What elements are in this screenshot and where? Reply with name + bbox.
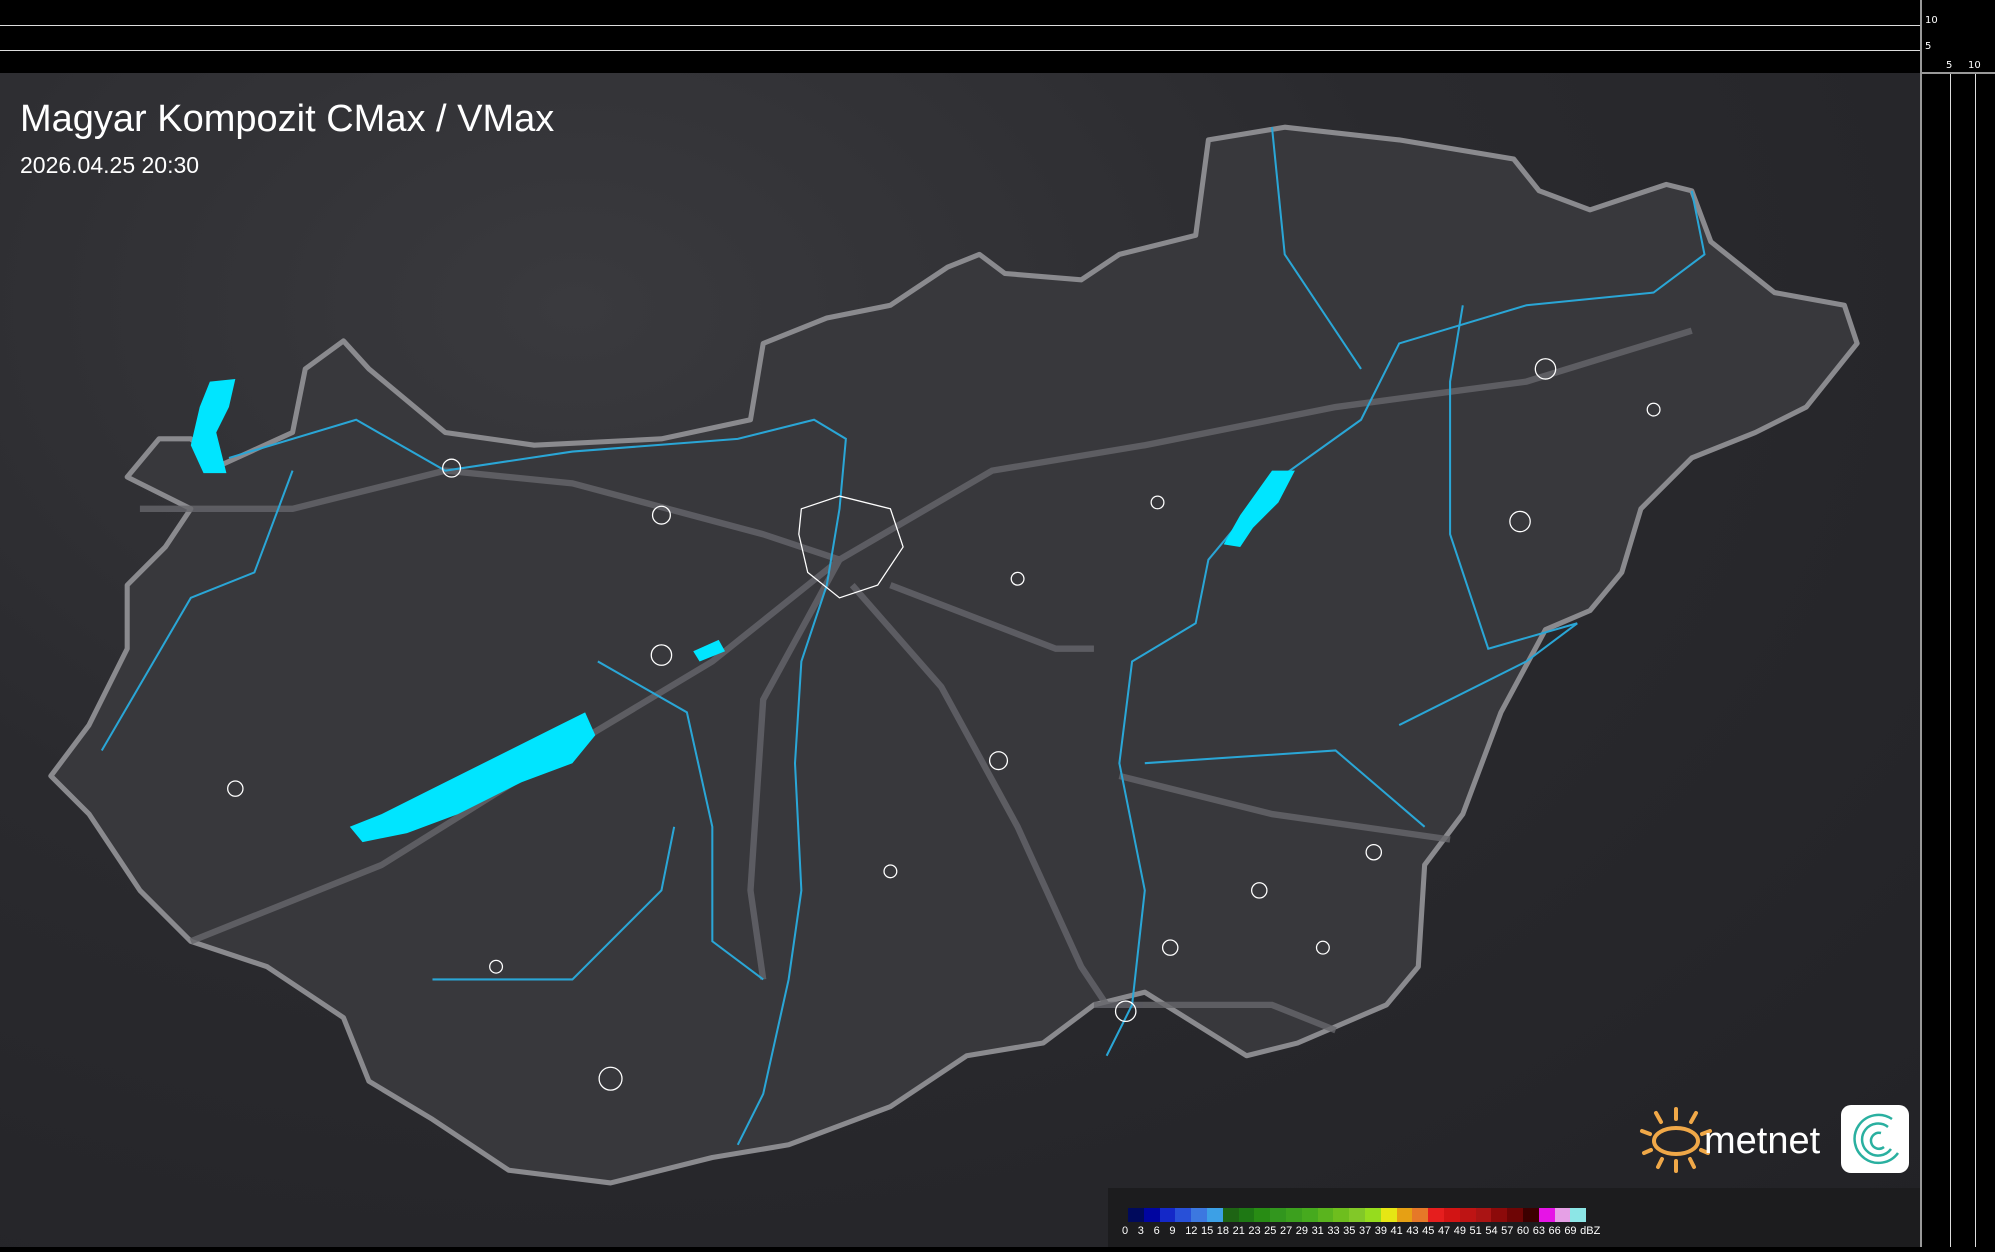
legend-swatch: [1380, 1208, 1397, 1222]
scale-line-v5: [1950, 73, 1951, 1247]
legend-label: 41: [1390, 1225, 1403, 1237]
hungary-map: [48, 124, 1860, 1186]
tick-label: 5: [1925, 41, 1932, 52]
logo-text: metnet: [1704, 1120, 1821, 1162]
swirl-icon: [1853, 1113, 1900, 1165]
scale-axis-horizontal: [1920, 72, 1995, 74]
legend-swatch: [1428, 1208, 1444, 1222]
legend-swatches: [1128, 1208, 1587, 1222]
legend-label: 23: [1248, 1225, 1261, 1237]
legend-swatch: [1191, 1208, 1207, 1222]
dbz-color-legend: 0 3 6 9 12 15 18 21 23 25 27 29 31 33 35 37 39 41 43 45 47 49…: [1108, 1188, 1920, 1247]
radar-map[interactable]: [0, 73, 1920, 1247]
legend-swatch: [1349, 1208, 1365, 1222]
legend-label: 37: [1358, 1225, 1372, 1237]
legend-swatch: [1159, 1208, 1176, 1222]
legend-label: 60: [1516, 1225, 1530, 1237]
legend-label: 45: [1422, 1225, 1435, 1237]
lake-velence: [693, 639, 726, 662]
legend-swatch: [1128, 1208, 1144, 1222]
legend-label: 21: [1232, 1225, 1245, 1237]
legend-swatch: [1285, 1208, 1302, 1222]
budapest-outline: [798, 495, 904, 599]
legend-swatch: [1412, 1208, 1429, 1222]
legend-swatch: [1364, 1208, 1381, 1222]
legend-swatch: [1254, 1208, 1271, 1222]
legend-swatch: [1238, 1208, 1255, 1222]
scale-axis-vertical: [1920, 0, 1922, 1247]
legend-swatch: [1206, 1208, 1223, 1222]
legend-label: 43: [1406, 1225, 1419, 1237]
legend-swatch: [1175, 1208, 1192, 1222]
rivers: [100, 127, 1706, 1146]
legend-label: 31: [1311, 1225, 1324, 1237]
tick-label: 10: [1925, 15, 1938, 26]
legend-swatch: [1491, 1208, 1508, 1222]
legend-label: 39: [1374, 1225, 1387, 1237]
legend-swatch: [1522, 1208, 1539, 1222]
legend-swatch: [1143, 1208, 1160, 1222]
legend-label: 54: [1485, 1225, 1498, 1237]
legend-label: 51: [1469, 1225, 1482, 1237]
legend-label: 12: [1185, 1225, 1198, 1237]
legend-swatch: [1301, 1208, 1318, 1222]
legend-label: 3: [1137, 1225, 1144, 1237]
legend-swatch: [1443, 1208, 1460, 1222]
right-scale-strip: 10 5 5 10: [1920, 0, 1995, 1247]
legend-label: 6: [1153, 1225, 1160, 1237]
tick-label: 10: [1968, 60, 1981, 71]
legend-label: 15: [1200, 1225, 1214, 1237]
legend-swatch: [1475, 1208, 1492, 1222]
legend-label: 69: [1564, 1225, 1577, 1237]
legend-labels: 0 3 6 9 12 15 18 21 23 25 27 29 31 33 35 37 39 41 43 45 47 49…: [1122, 1225, 1610, 1237]
map-datetime: 2026.04.25 20:30: [20, 152, 200, 178]
legend-label: 35: [1343, 1225, 1356, 1237]
scale-line-v10: [1975, 73, 1976, 1247]
legend-swatch: [1554, 1208, 1571, 1222]
tick-label: 5: [1946, 60, 1953, 71]
legend-label: 47: [1437, 1225, 1451, 1237]
legend-label: 66: [1548, 1225, 1561, 1237]
lake-ferto: [190, 379, 236, 474]
lake-tisza: [1223, 470, 1295, 547]
settlements: [227, 358, 1661, 1091]
sun-icon: [1640, 1107, 1712, 1173]
legend-label: 18: [1216, 1225, 1230, 1237]
scale-line-10: [0, 25, 1920, 26]
legend-swatch: [1538, 1208, 1555, 1222]
legend-swatch: [1396, 1208, 1413, 1222]
legend-label: 27: [1279, 1225, 1293, 1237]
scale-line-5: [0, 50, 1920, 51]
legend-swatch: [1570, 1208, 1587, 1222]
legend-label: 57: [1501, 1225, 1514, 1237]
danube: [228, 418, 847, 1146]
legend-swatch: [1222, 1208, 1239, 1222]
legend-label: 25: [1264, 1225, 1277, 1237]
legend-label: 29: [1295, 1225, 1309, 1237]
legend-swatch: [1333, 1208, 1350, 1222]
lake-balaton: [349, 712, 596, 843]
legend-label: 49: [1453, 1225, 1466, 1237]
legend-label: 63: [1532, 1225, 1545, 1237]
legend-label: 33: [1327, 1225, 1340, 1237]
legend-label: 0: [1122, 1225, 1129, 1237]
legend-label: 9: [1169, 1225, 1176, 1237]
legend-swatch: [1270, 1208, 1286, 1222]
metnet-logo: metnet: [1636, 1103, 1916, 1180]
country-outline: [48, 124, 1860, 1186]
legend-swatch: [1507, 1208, 1523, 1222]
legend-unit: dBZ: [1580, 1225, 1601, 1237]
map-title: Magyar Kompozit CMax / VMax: [20, 98, 555, 140]
legend-swatch: [1317, 1208, 1334, 1222]
legend-swatch: [1459, 1208, 1476, 1222]
top-scale-band: [0, 0, 1920, 73]
